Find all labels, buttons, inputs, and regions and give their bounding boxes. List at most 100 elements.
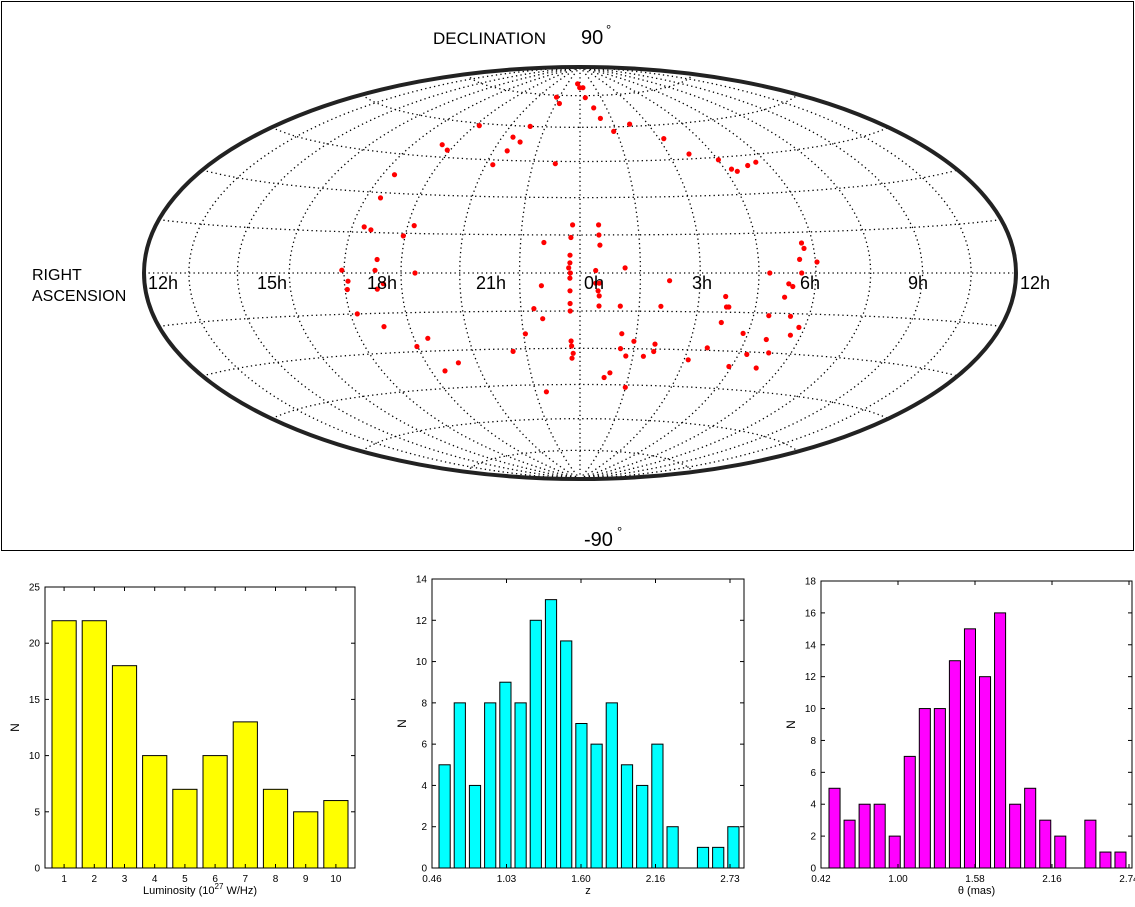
ra-tick-label: 18h [367, 273, 397, 293]
source-point [728, 166, 735, 172]
source-point [786, 281, 792, 287]
source-point [595, 288, 601, 294]
source-point [767, 270, 773, 276]
source-point [568, 234, 574, 241]
source-point [374, 256, 380, 263]
source-point [801, 245, 807, 251]
source-point [766, 313, 772, 319]
ra-tick-label: 15h [257, 273, 287, 293]
histogram-bar [636, 784, 649, 869]
source-point [651, 348, 657, 355]
plot-frame [431, 578, 745, 869]
ra-tick-label: 0h [584, 273, 604, 293]
source-point [726, 363, 732, 370]
parallel-line [361, 418, 798, 452]
source-point [790, 283, 796, 290]
source-point [734, 168, 740, 174]
source-point [455, 360, 461, 366]
x-tick-label: 2.74 [1119, 874, 1135, 885]
histogram-bar [262, 788, 289, 869]
source-point [593, 267, 599, 274]
x-tick-label: 3 [122, 874, 128, 885]
y-tick-label: 2 [810, 832, 816, 843]
parallel-line [158, 219, 999, 236]
right-ascension-label-line1: RIGHT [32, 267, 82, 284]
source-point [596, 303, 602, 309]
source-point [607, 370, 613, 376]
histogram-bar [1024, 787, 1037, 869]
source-point [570, 350, 576, 356]
ra-tick-label: 3h [692, 273, 712, 293]
y-tick-label: 10 [416, 657, 428, 668]
histogram-bar [232, 721, 258, 869]
source-point [444, 147, 450, 153]
source-point [631, 338, 637, 344]
meridian-line [579, 66, 972, 480]
parallel-line [361, 94, 798, 128]
x-tick-label: 2.16 [1042, 874, 1062, 885]
x-tick-label: 1.00 [888, 874, 908, 885]
histogram-bar [453, 702, 466, 869]
histogram-bar [544, 599, 558, 869]
histogram-bar [727, 826, 740, 869]
x-axis-label: θ (mas) [958, 885, 995, 897]
y-tick-label: 20 [29, 639, 41, 650]
declination-bottom-degree: ° [617, 524, 622, 539]
ra-tick-label: 6h [800, 273, 820, 293]
y-tick-label: 10 [29, 751, 41, 762]
histogram-bar [948, 660, 961, 869]
source-point [723, 293, 729, 300]
source-point [374, 286, 380, 292]
source-point [541, 239, 547, 246]
source-point [597, 242, 603, 248]
histogram-bar [514, 702, 527, 869]
y-tick-label: 8 [421, 698, 427, 709]
x-tick-label: 10 [330, 874, 342, 885]
y-tick-label: 18 [805, 577, 817, 588]
y-tick-label: 25 [29, 583, 41, 594]
angular-size-histogram: 0 2 4 6 8 10 12 14 16 18 0.42 1.00 1.58 2.16 2.74 Nθ (m… [784, 577, 1135, 898]
x-tick-label: 9 [303, 874, 309, 885]
histogram-bar [468, 784, 482, 869]
source-point [510, 134, 516, 140]
parallel-line [158, 310, 999, 327]
histogram-bar [51, 620, 77, 869]
sky-map: DECLINATION 90 ° -90 ° RIGHT ASCENSION 1… [32, 22, 1050, 551]
histogram-bar [202, 755, 228, 869]
source-point [685, 357, 691, 363]
source-point [380, 281, 386, 287]
source-point [567, 275, 573, 281]
source-point [339, 267, 345, 273]
source-point [798, 240, 805, 246]
histogram-bar [696, 846, 710, 869]
histogram-bar [605, 702, 618, 869]
source-point [596, 222, 602, 228]
source-point [400, 233, 406, 239]
source-point [570, 222, 576, 228]
histogram-bar [858, 803, 871, 869]
source-point [361, 224, 367, 230]
source-point [556, 100, 563, 107]
source-point [593, 280, 599, 286]
source-point [582, 95, 588, 101]
source-point [617, 303, 623, 309]
meridian-line [579, 66, 760, 480]
x-tick-label: 7 [243, 874, 249, 885]
sky-grid [144, 66, 1014, 480]
histogram-bar [712, 846, 725, 869]
y-axis-label: N [395, 719, 409, 728]
x-tick-label: 1.03 [497, 874, 517, 885]
source-point [601, 374, 607, 381]
source-point [715, 157, 722, 163]
source-point [372, 267, 378, 273]
declination-top-degree: ° [606, 22, 611, 37]
source-point [623, 353, 629, 359]
source-point [718, 319, 724, 326]
source-point [368, 227, 374, 233]
source-point [567, 300, 573, 307]
histogram-bar [828, 787, 841, 869]
y-tick-label: 6 [421, 740, 427, 751]
histogram-bar [933, 708, 946, 869]
source-point [787, 313, 794, 319]
source-point [766, 350, 772, 356]
